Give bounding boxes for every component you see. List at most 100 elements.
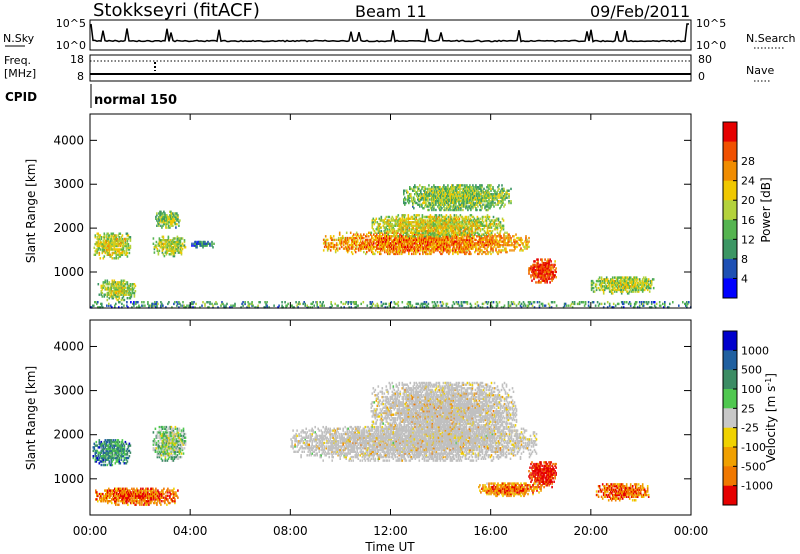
power-cell (109, 253, 112, 256)
power-cell (648, 290, 651, 293)
power-cell (120, 283, 123, 286)
power-cell (159, 212, 161, 215)
power-cell (124, 286, 127, 289)
power-cell (490, 231, 493, 234)
power-cell (365, 238, 367, 242)
power-cell (421, 233, 424, 236)
power-cell (122, 246, 125, 249)
power-cell (383, 238, 385, 242)
power-cell (427, 238, 429, 242)
power-cell (389, 238, 391, 242)
power-cell (251, 301, 253, 304)
power-cell (402, 249, 404, 252)
power-cell (476, 208, 478, 212)
power-cell (445, 245, 447, 249)
power-cell (385, 235, 387, 238)
power-cell (470, 236, 472, 240)
power-cell (446, 247, 448, 250)
power-cell (408, 221, 411, 224)
power-cell (525, 242, 527, 245)
power-cell (427, 196, 429, 199)
power-cell (402, 240, 404, 243)
power-cell (347, 245, 350, 249)
power-cell (469, 224, 472, 227)
power-cell (442, 249, 444, 252)
power-cell (427, 222, 430, 226)
power-cell (123, 284, 126, 288)
power-cell (445, 198, 447, 201)
power-cell (463, 229, 466, 233)
power-cell (452, 194, 454, 198)
power-cell (487, 217, 490, 220)
power-cell (340, 238, 343, 242)
power-cell (424, 222, 427, 226)
power-cell (126, 232, 129, 235)
power-cell (404, 242, 406, 245)
power-cell (466, 187, 468, 191)
power-cell (100, 243, 103, 246)
power-cell (117, 250, 120, 253)
power-cell (433, 187, 435, 191)
power-cell (454, 247, 456, 250)
power-cell (398, 217, 401, 220)
power-cell (446, 226, 449, 229)
power-cell (439, 203, 441, 206)
power-cell (496, 250, 498, 254)
power-cell (440, 203, 442, 206)
power-cell (449, 207, 451, 210)
power-cell (423, 228, 426, 231)
power-cell (173, 254, 176, 258)
power-cell (426, 238, 428, 242)
power-cell (129, 244, 132, 248)
power-cell (448, 200, 450, 203)
power-cell (330, 245, 333, 249)
power-cell (368, 245, 370, 249)
power-cell (443, 217, 446, 220)
power-cell (461, 226, 464, 229)
power-cell (374, 238, 376, 242)
power-cell (425, 231, 428, 234)
power-cell (527, 245, 529, 249)
power-cell (415, 215, 418, 219)
power-cell (108, 290, 111, 293)
power-cell (353, 240, 356, 243)
power-cell (507, 243, 509, 247)
power-cell (168, 240, 171, 244)
power-cell (389, 222, 392, 226)
power-cell (410, 228, 413, 231)
power-cell (429, 242, 431, 245)
power-cell (116, 290, 119, 293)
power-cell (421, 196, 423, 199)
power-cell (466, 205, 468, 208)
power-cell (385, 243, 387, 247)
power-cell (339, 242, 342, 245)
power-cell (122, 243, 125, 246)
power-cell (174, 301, 176, 304)
power-cell (489, 222, 492, 226)
power-cell (475, 247, 477, 250)
power-cell (112, 248, 115, 251)
power-cell (162, 219, 164, 222)
power-cell (345, 231, 348, 234)
power-cell (440, 201, 442, 205)
power-cell (417, 243, 419, 247)
power-cell (471, 240, 473, 243)
power-cell (425, 201, 427, 205)
power-cell (501, 226, 504, 229)
power-cell (453, 201, 455, 205)
power-cell (464, 196, 466, 199)
power-cell (444, 236, 446, 240)
power-cell (487, 238, 489, 242)
power-cell (172, 247, 175, 251)
power-cell (358, 245, 361, 249)
power-cell (372, 243, 374, 247)
power-cell (181, 237, 184, 240)
power-cell (425, 301, 428, 304)
power-cell (494, 240, 496, 243)
power-cell (440, 233, 443, 236)
power-cell (464, 238, 466, 242)
power-cell (366, 247, 368, 250)
power-cell (95, 243, 98, 246)
power-cell (426, 191, 428, 194)
power-cell (465, 240, 467, 243)
